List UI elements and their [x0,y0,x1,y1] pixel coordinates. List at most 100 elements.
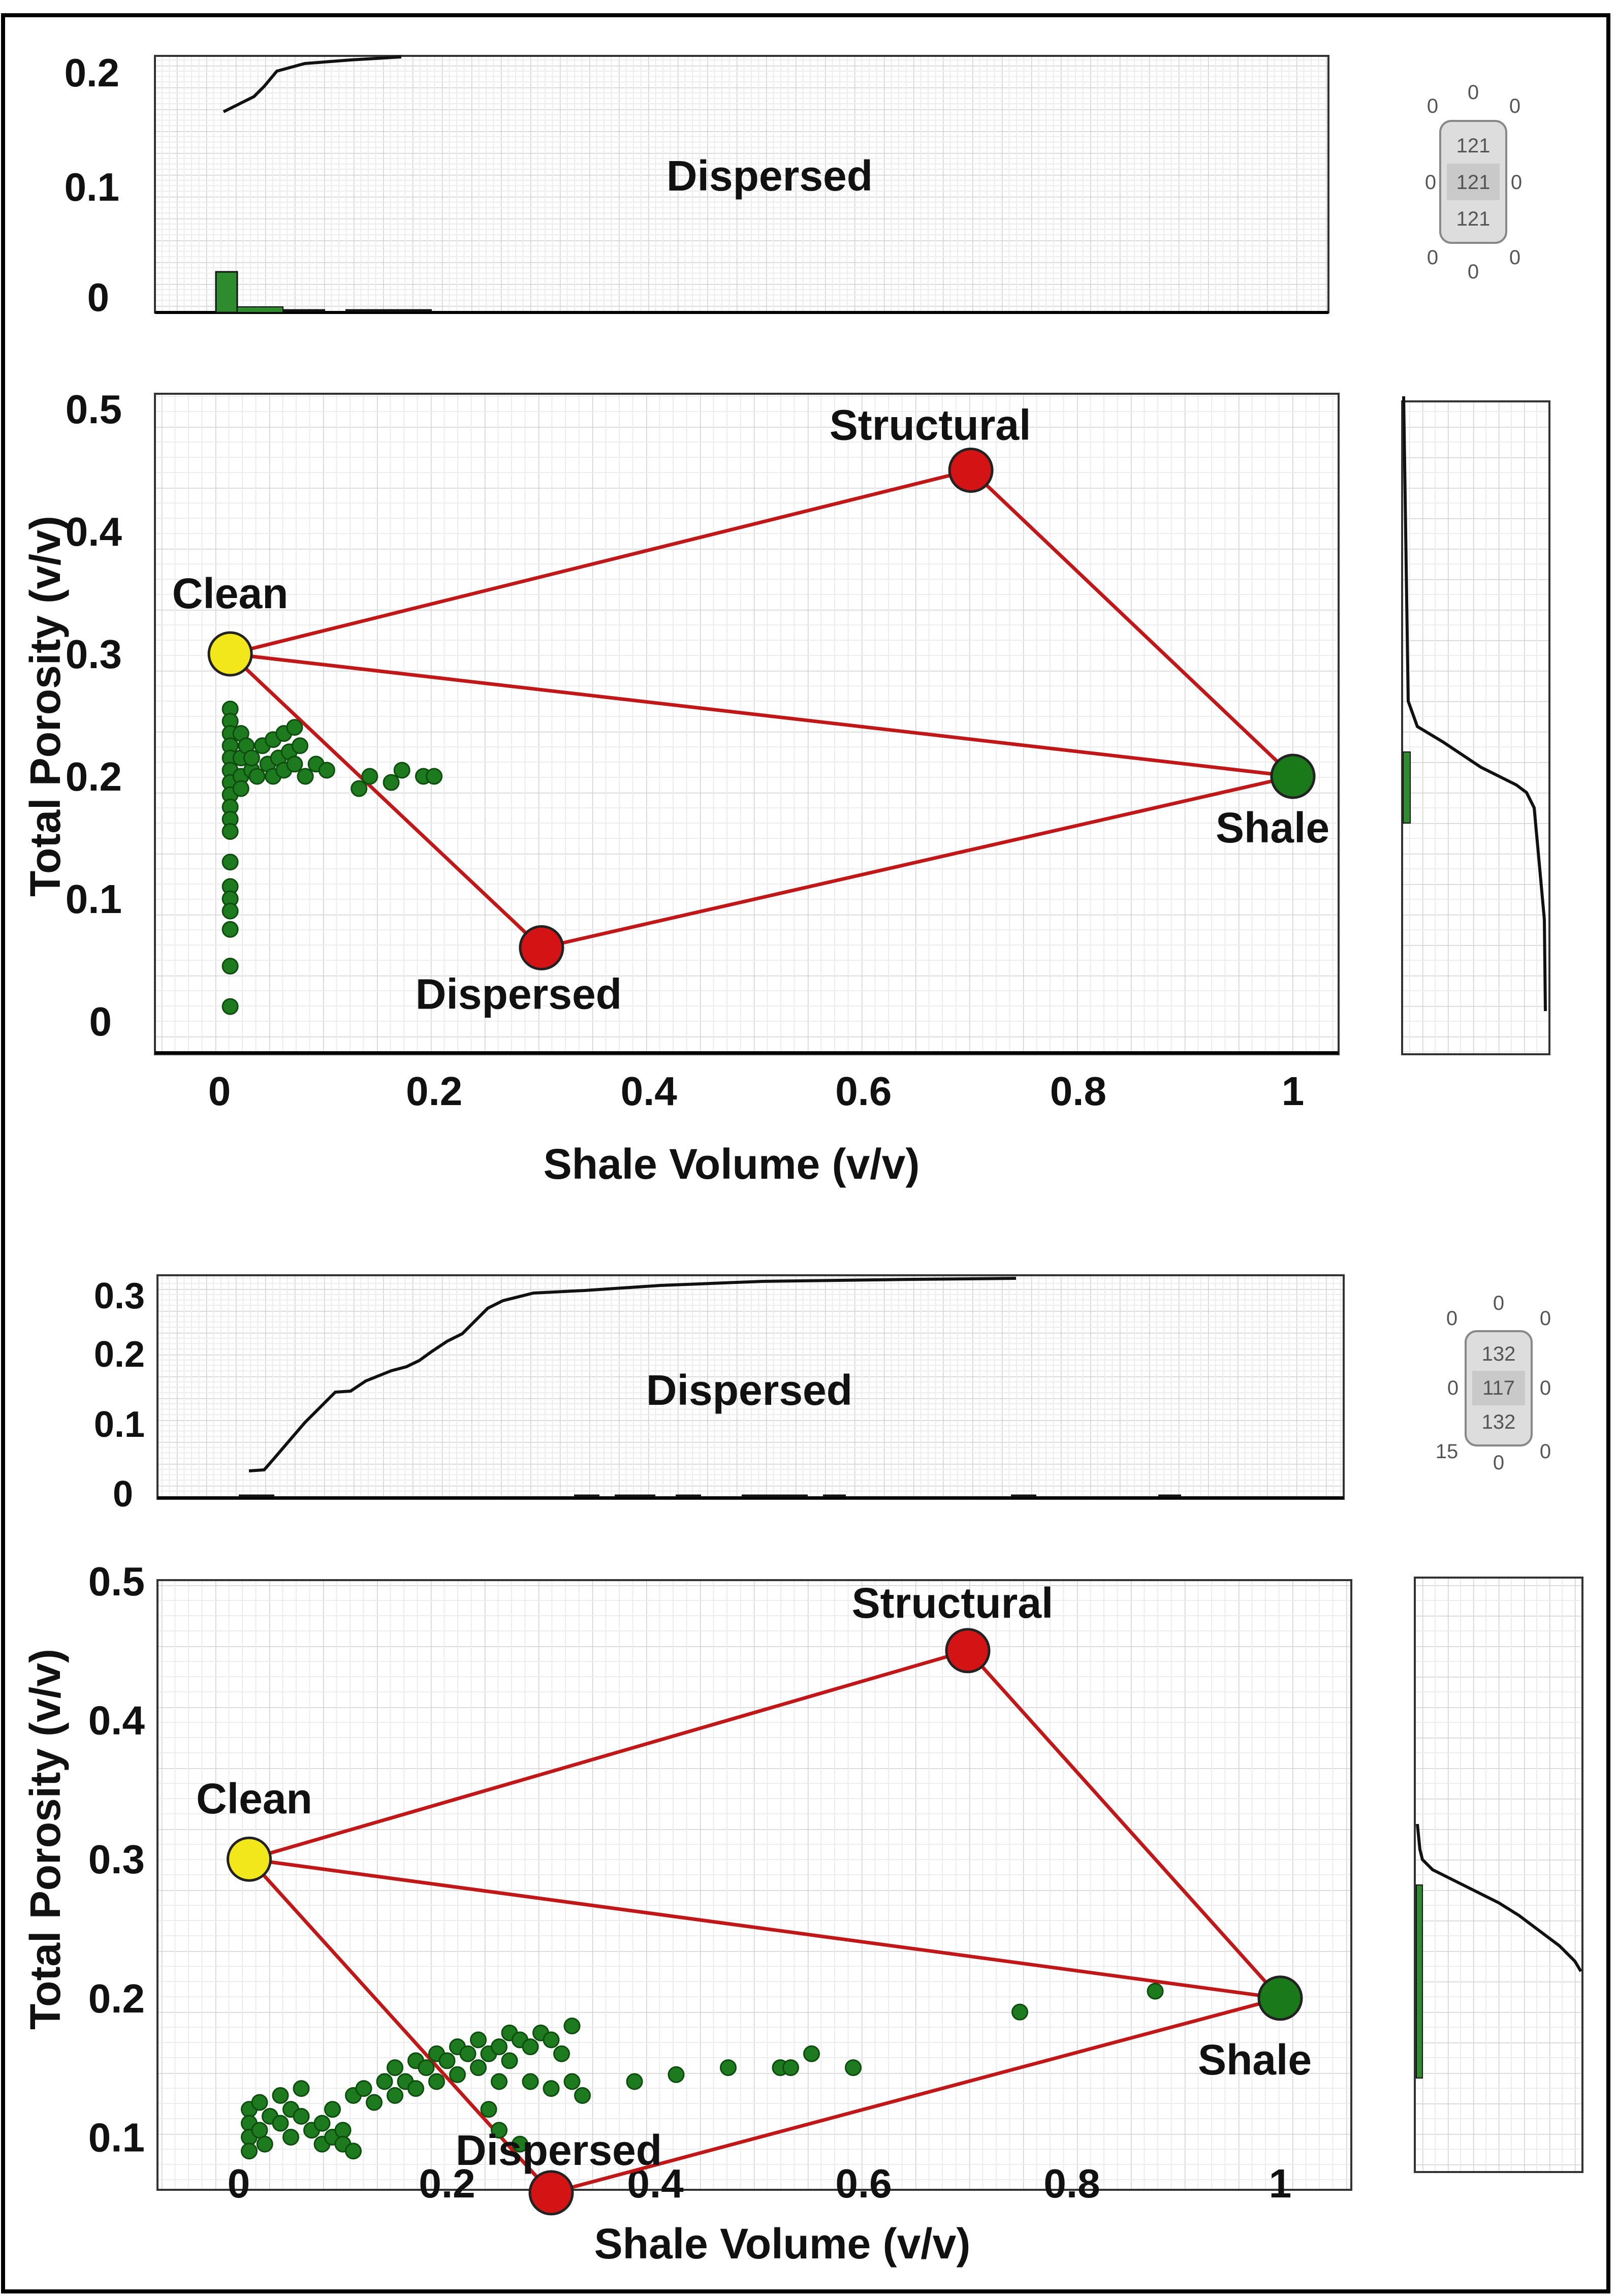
side-marginal-2 [1414,1577,1583,2173]
x-tick-label: 1 [1269,2161,1292,2206]
marginal-tick-label: 0.2 [94,1334,145,1375]
matrix-count: 0 [1468,81,1479,104]
data-point [272,2115,289,2132]
data-points [241,1983,1164,2160]
data-point [491,2038,508,2056]
matrix-count: 0 [1446,1307,1457,1330]
marginal-tick-label: 0.1 [65,165,119,209]
data-point [351,780,368,797]
data-point [272,2087,289,2104]
data-point [626,2073,643,2090]
data-point [387,2087,403,2104]
data-point [248,768,266,785]
data-point [318,762,335,779]
cumulative-curve [1416,1823,1582,1972]
endpoint-label: Structural [830,401,1031,449]
data-point [251,2122,268,2139]
marginal-tick-label: 0 [87,275,109,320]
matrix-center-highlight [1447,164,1500,200]
y-tick-label: 0.2 [66,754,122,799]
endpoint-label: Dispersed [416,970,622,1018]
data-point [501,2052,518,2069]
matrix-counts-1: 121 121 121 0 0 0 0 0 0 0 0 [1425,81,1522,283]
endpoint-structural [948,448,994,493]
endpoints: Clean Structural Shale Dispersed [172,401,1329,1018]
y-tick-label: 0.3 [88,1837,145,1882]
marginal-tick-label: 0.2 [65,50,119,95]
data-point [286,719,303,736]
endpoint-clean [207,631,253,677]
x-tick-label: 0.2 [406,1068,462,1114]
y-tick-label: 0.3 [66,632,122,677]
matrix-count: 0 [1427,95,1438,117]
x-tick-label: 0.8 [1043,2161,1100,2206]
data-point [803,2045,820,2062]
endpoint-label: Shale [1198,2036,1312,2084]
data-point [355,2080,372,2097]
endpoints: Clean Structural Shale Dispersed [196,1579,1312,2216]
x-tick-label: 1 [1282,1068,1305,1114]
data-point [512,2135,528,2153]
endpoint-shale [1257,1975,1303,2021]
data-point [313,2115,331,2132]
endpoint-label: Clean [196,1775,312,1822]
y-tick-label: 0 [89,999,112,1044]
data-point [221,958,239,975]
mixing-line [249,1857,1281,2000]
y-tick-label: 0.4 [88,1698,145,1743]
data-point [383,774,400,791]
data-point [668,2066,685,2083]
y-tick-labels: 0.1 0.2 0.3 0.4 0.5 [88,1559,145,2160]
mixing-line [229,652,543,949]
mixing-line [969,468,1294,778]
y-tick-label: 0.5 [66,387,122,432]
x-tick-label: 0 [228,2161,250,2206]
matrix-count: 0 [1509,246,1520,269]
matrix-count: 0 [1509,95,1520,117]
data-point [438,2052,456,2069]
matrix-count: 132 [1482,1343,1516,1365]
x-axis-label: Shale Volume (v/v) [544,1140,920,1188]
data-point [470,2059,487,2077]
y-tick-label: 0.2 [88,1976,145,2021]
data-point [470,2031,487,2049]
data-point [221,823,239,840]
matrix-count: 0 [1493,1452,1504,1474]
data-point [574,2087,591,2104]
marginal-title: Dispersed [667,152,873,200]
matrix-counts-2: 132 117 132 0 0 0 0 0 15 0 0 [1436,1292,1551,1474]
matrix-count: 121 [1456,135,1491,157]
side-marginal-1 [1401,396,1550,1055]
data-point [1147,1983,1164,2000]
matrix-count: 0 [1493,1292,1504,1314]
side-frame [1401,400,1550,1055]
data-point [845,2059,862,2077]
x-tick-label: 0.6 [835,2161,892,2206]
data-point [221,854,239,871]
marginal-title: Dispersed [646,1366,852,1414]
matrix-count: 0 [1427,246,1438,269]
data-point [480,2101,497,2118]
histogram-bar [1403,751,1411,824]
y-axis-label: Total Porosity (v/v) [21,1649,69,2030]
matrix-count: 121 [1456,171,1491,194]
x-axis-label: Shale Volume (v/v) [594,2220,971,2268]
data-point [522,2073,539,2090]
data-point [221,921,239,938]
marginal-frame [154,55,1329,313]
matrix-count: 0 [1540,1307,1551,1330]
y-tick-label: 0.1 [88,2115,145,2160]
data-point [428,2073,445,2090]
data-point [324,2101,341,2118]
data-point [282,2128,299,2146]
y-tick-label: 0.4 [66,509,122,554]
marginal-tick-label: 0.1 [94,1404,145,1445]
scatter-panel-1: 0 0.1 0.2 0.3 0.4 0.5 0 0.2 0.4 0.6 0.8 1 Clean Str… [21,387,1340,1188]
mixing-line [541,774,1293,950]
cumulative-curve [248,1277,1017,1472]
mixing-line [248,1649,968,1861]
data-point [293,2108,310,2125]
endpoint-dispersed [519,925,564,970]
mixing-line [230,468,971,656]
